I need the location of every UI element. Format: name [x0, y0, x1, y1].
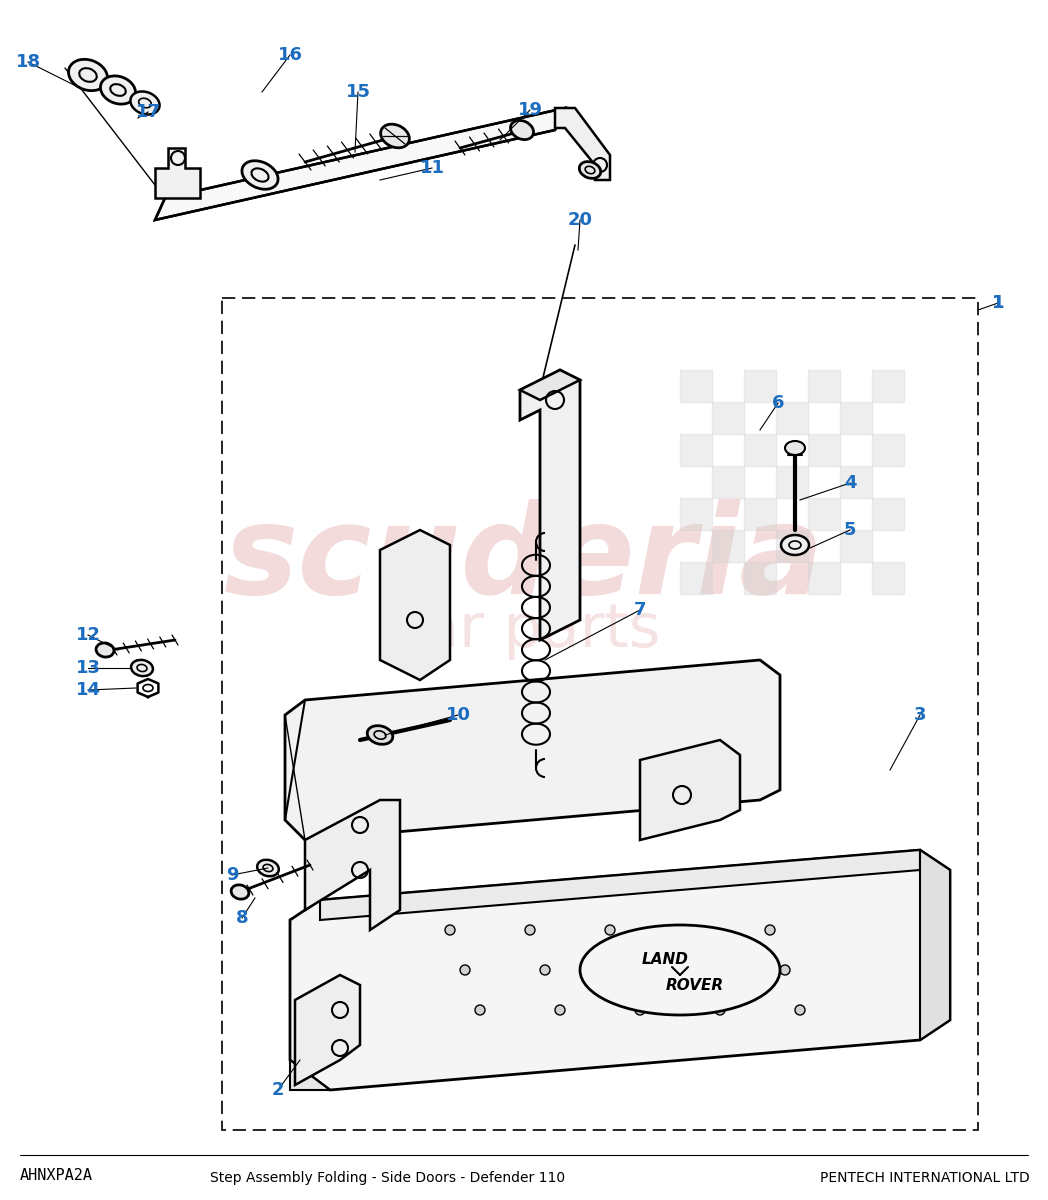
Bar: [744, 434, 776, 466]
Text: 1: 1: [991, 294, 1004, 312]
Text: 2: 2: [271, 1081, 284, 1099]
Polygon shape: [520, 370, 580, 640]
Polygon shape: [290, 1060, 330, 1090]
Polygon shape: [305, 800, 400, 930]
Circle shape: [540, 965, 550, 974]
Ellipse shape: [68, 59, 108, 91]
Bar: [680, 498, 712, 530]
Bar: [744, 498, 776, 530]
Bar: [776, 402, 808, 434]
Bar: [872, 434, 904, 466]
Text: 6: 6: [771, 394, 784, 412]
Text: 13: 13: [75, 659, 101, 677]
Text: 11: 11: [419, 158, 444, 176]
Text: car parts: car parts: [388, 600, 660, 660]
Ellipse shape: [96, 643, 114, 658]
Bar: [840, 466, 872, 498]
Bar: [680, 434, 712, 466]
Bar: [808, 498, 840, 530]
Text: 9: 9: [225, 866, 238, 884]
Text: scuderia: scuderia: [223, 499, 825, 620]
Text: 18: 18: [16, 53, 41, 71]
Ellipse shape: [367, 726, 393, 744]
Text: 10: 10: [445, 706, 471, 724]
Polygon shape: [640, 740, 740, 840]
Bar: [222, 298, 978, 1130]
Circle shape: [635, 1006, 645, 1015]
Bar: [872, 498, 904, 530]
Bar: [680, 370, 712, 402]
Polygon shape: [920, 850, 949, 1040]
Circle shape: [605, 925, 615, 935]
Circle shape: [620, 965, 630, 974]
Ellipse shape: [785, 440, 805, 455]
Circle shape: [780, 965, 790, 974]
Polygon shape: [380, 530, 450, 680]
Bar: [840, 530, 872, 562]
Polygon shape: [285, 660, 780, 840]
Bar: [712, 402, 744, 434]
Text: 12: 12: [75, 626, 101, 644]
Text: 19: 19: [518, 101, 543, 119]
Polygon shape: [294, 974, 361, 1085]
Circle shape: [795, 1006, 805, 1015]
Text: 3: 3: [914, 706, 926, 724]
Ellipse shape: [580, 162, 601, 179]
Ellipse shape: [257, 859, 279, 876]
Text: 1: 1: [991, 294, 1004, 312]
Circle shape: [555, 1006, 565, 1015]
Circle shape: [475, 1006, 485, 1015]
Ellipse shape: [232, 884, 248, 899]
Polygon shape: [520, 370, 580, 400]
Polygon shape: [155, 108, 565, 220]
Polygon shape: [290, 850, 949, 1090]
Bar: [776, 466, 808, 498]
Ellipse shape: [130, 91, 159, 114]
Bar: [680, 562, 712, 594]
Polygon shape: [155, 148, 200, 198]
Circle shape: [765, 925, 776, 935]
Text: 17: 17: [135, 103, 160, 121]
Bar: [808, 370, 840, 402]
Bar: [808, 434, 840, 466]
Text: 5: 5: [844, 521, 856, 539]
Ellipse shape: [510, 120, 533, 139]
Text: 16: 16: [278, 46, 303, 64]
Bar: [808, 562, 840, 594]
Text: 15: 15: [346, 83, 371, 101]
Circle shape: [715, 1006, 725, 1015]
Circle shape: [700, 965, 709, 974]
Text: Step Assembly Folding - Side Doors - Defender 110: Step Assembly Folding - Side Doors - Def…: [210, 1171, 565, 1186]
Bar: [712, 530, 744, 562]
Circle shape: [525, 925, 534, 935]
Circle shape: [445, 925, 455, 935]
Bar: [744, 370, 776, 402]
Bar: [872, 562, 904, 594]
Text: 14: 14: [75, 680, 101, 698]
Text: 8: 8: [236, 910, 248, 926]
Circle shape: [460, 965, 470, 974]
Text: 4: 4: [844, 474, 856, 492]
Bar: [712, 466, 744, 498]
Ellipse shape: [101, 76, 135, 104]
Circle shape: [685, 925, 695, 935]
Text: PENTECH INTERNATIONAL LTD: PENTECH INTERNATIONAL LTD: [821, 1171, 1030, 1186]
Ellipse shape: [781, 535, 809, 554]
Bar: [744, 562, 776, 594]
Ellipse shape: [242, 161, 278, 190]
Bar: [840, 402, 872, 434]
Text: AHNXPA2A: AHNXPA2A: [20, 1168, 93, 1182]
Bar: [872, 370, 904, 402]
Text: 20: 20: [568, 211, 592, 229]
Bar: [776, 530, 808, 562]
Text: 7: 7: [634, 601, 647, 619]
Text: ROVER: ROVER: [665, 978, 724, 992]
Polygon shape: [320, 850, 920, 920]
Ellipse shape: [131, 660, 153, 676]
Ellipse shape: [580, 925, 780, 1015]
Polygon shape: [555, 108, 610, 180]
Text: LAND: LAND: [641, 953, 689, 967]
Ellipse shape: [380, 124, 410, 148]
